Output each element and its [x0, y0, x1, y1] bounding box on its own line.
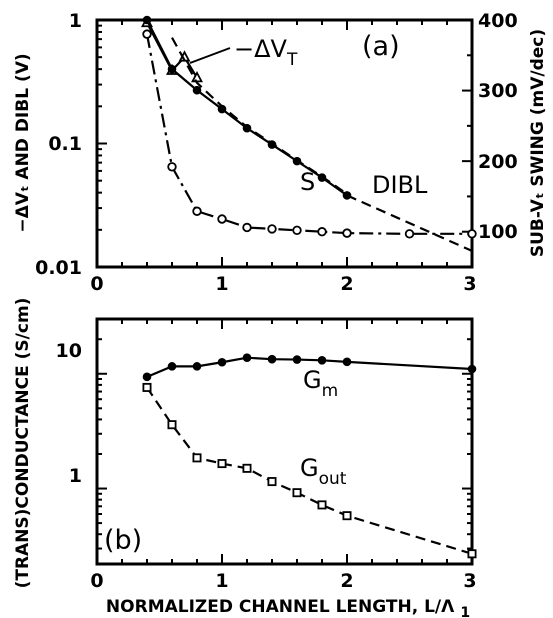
panel-a-x-tick-3: 3 — [463, 273, 476, 295]
legend-gm-main: G — [303, 366, 322, 394]
legend-gout-sub: out — [319, 469, 347, 489]
panel-a-y-left-tick-0-01: 0.01 — [35, 257, 82, 279]
data-point-gout-0 — [142, 382, 152, 392]
data-point-s-1 — [167, 162, 177, 172]
panel-a-ticks — [96, 19, 473, 268]
data-point-s-7 — [317, 227, 327, 237]
panel-b-x-tick-3: 3 — [463, 570, 476, 592]
data-point-gm-1 — [167, 362, 177, 371]
data-point-gm-0 — [142, 372, 152, 382]
data-point-s-6 — [292, 225, 302, 236]
panel-b-x-tick-2: 2 — [340, 570, 353, 592]
panel-b-x-label-sub: 1 — [460, 605, 470, 618]
panel-a-x-tick-2: 2 — [340, 273, 353, 295]
data-point-gm-8 — [342, 357, 352, 367]
annotation-delta-vt: −ΔVT — [234, 35, 298, 70]
data-point-gm-6 — [292, 355, 302, 364]
data-point-s-10 — [467, 229, 477, 239]
data-point-gout-3 — [217, 459, 227, 469]
series-line-gout — [146, 386, 473, 555]
legend-gm-sub: m — [322, 381, 339, 401]
panel-a-x-tick-1: 1 — [215, 273, 228, 295]
panel-a: 0 1 2 3 1 0.1 0.01 400 300 200 100 −ΔVₜ … — [13, 10, 548, 295]
annotation-delta-vt-sub: T — [286, 50, 298, 70]
data-point-s-8 — [342, 228, 352, 238]
legend-gm: Gm — [303, 366, 338, 401]
panel-a-y-left-tick-0-1: 0.1 — [48, 133, 82, 155]
panel-a-y-left-label: −ΔVₜ AND DIBL (V) — [13, 53, 33, 232]
data-point-s-0 — [142, 29, 152, 39]
panel-b-y-tick-10: 10 — [56, 340, 82, 362]
data-point-gout-7 — [317, 500, 327, 510]
annotation-dibl: DIBL — [372, 171, 428, 199]
data-point-gout-2 — [192, 453, 202, 463]
annotation-s: S — [300, 168, 315, 196]
data-point-gout-8 — [342, 511, 352, 521]
panel-a-y-right-label: SUB-Vₜ SWING (mV/dec) — [528, 29, 548, 257]
data-point-gm-5 — [267, 354, 277, 364]
data-point-s-5 — [267, 224, 277, 234]
panel-b-y-label: (TRANS)CONDUCTANCE (S/cm) — [13, 298, 33, 589]
panel-b: 0 1 2 3 10 1 (TRANS)CONDUCTANCE (S/cm) N… — [13, 298, 477, 618]
data-point-gm-3 — [217, 357, 227, 367]
panel-a-y-right-tick-400: 400 — [478, 10, 518, 32]
data-point-gout-1 — [167, 420, 177, 430]
series-line-gm — [146, 356, 473, 378]
data-point-s-9 — [404, 229, 415, 239]
panel-a-y-right-tick-200: 200 — [478, 151, 518, 173]
panel-b-x-label-main: NORMALIZED CHANNEL LENGTH, L/Λ — [106, 597, 455, 617]
panel-b-x-label: NORMALIZED CHANNEL LENGTH, L/Λ 1 — [106, 597, 470, 618]
panel-b-y-tick-1: 1 — [69, 465, 82, 487]
annotation-delta-vt-pointer — [189, 47, 231, 64]
panel-a-label: (a) — [362, 31, 400, 62]
data-point-s-4 — [242, 222, 252, 233]
data-point-gm-4 — [242, 353, 252, 363]
panel-b-x-tick-1: 1 — [215, 570, 228, 592]
data-point-dibl-0 — [142, 15, 152, 25]
data-point-gout-9 — [467, 549, 477, 559]
panel-b-label: (b) — [104, 525, 142, 556]
panel-a-y-left-tick-1: 1 — [69, 10, 82, 32]
panel-b-ticks — [96, 318, 473, 564]
series-line-v-extrapolation — [171, 37, 348, 195]
panel-a-y-right-tick-100: 100 — [478, 221, 518, 243]
panel-b-frame — [95, 317, 474, 566]
data-point-gm-7 — [317, 356, 327, 365]
data-point-gout-6 — [292, 488, 302, 498]
data-point-dibl-2 — [192, 85, 202, 95]
data-point-gout-4 — [242, 463, 252, 473]
data-point-gm-2 — [192, 362, 202, 371]
panel-a-series — [141, 15, 477, 252]
legend-gout-main: G — [300, 454, 319, 482]
legend-gout: Gout — [300, 454, 347, 489]
panel-b-series — [142, 353, 477, 559]
data-point-gout-5 — [267, 477, 277, 487]
data-point-gm-9 — [467, 364, 477, 374]
data-point-dibl-1 — [167, 64, 177, 74]
series-line-dibl-extrapolation — [346, 194, 473, 252]
panel-a-x-tick-0: 0 — [90, 273, 103, 295]
annotation-delta-vt-main: −ΔV — [234, 35, 288, 63]
data-point-s-2 — [192, 206, 202, 216]
panel-a-y-right-tick-300: 300 — [478, 80, 518, 102]
data-point-s-3 — [217, 214, 227, 224]
series-line-s — [145, 33, 472, 235]
panel-b-x-tick-0: 0 — [90, 570, 103, 592]
